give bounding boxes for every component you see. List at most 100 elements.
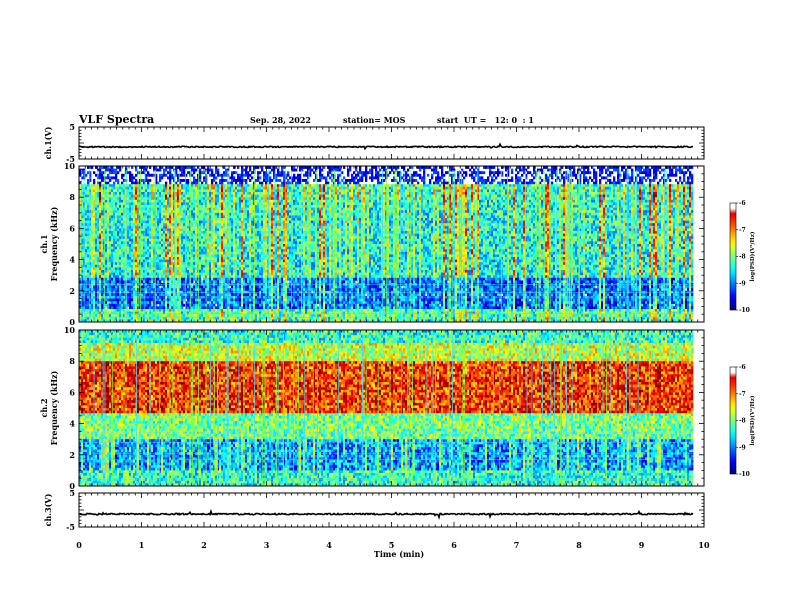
spectrogram-cell — [105, 213, 107, 216]
spectrogram-cell — [187, 228, 189, 231]
spectrogram-cell — [235, 223, 237, 226]
spectrogram-cell — [167, 202, 169, 205]
spectrogram-cell — [165, 239, 167, 242]
spectrogram-cell — [105, 278, 107, 281]
spectrogram-cell — [121, 241, 123, 244]
spectrogram-cell — [215, 273, 217, 276]
spectrogram-cell — [95, 244, 97, 247]
spectrogram-cell — [167, 270, 169, 273]
spectrogram-cell — [95, 236, 97, 239]
spectrogram-cell — [199, 299, 201, 302]
spectrogram-cell — [87, 200, 89, 203]
spectrogram-cell — [91, 205, 93, 208]
spectrogram-cell — [87, 228, 89, 231]
spectrogram-cell — [129, 278, 131, 281]
spectrogram-cell — [217, 301, 219, 304]
spectrogram-cell — [111, 306, 113, 309]
spectrogram-cell — [215, 260, 217, 263]
spectrogram-cell — [119, 197, 121, 200]
spectrogram-cell — [221, 260, 223, 263]
spectrogram-cell — [127, 286, 129, 289]
spectrogram-cell — [201, 239, 203, 242]
spectrogram-cell — [215, 195, 217, 198]
spectrogram-cell — [225, 192, 227, 195]
spectrogram-cell — [101, 257, 103, 260]
spectrogram-cell — [221, 215, 223, 218]
spectrogram-cell — [149, 200, 151, 203]
spectrogram-cell — [147, 187, 149, 190]
spectrogram-cell — [241, 176, 243, 179]
spectrogram-cell — [151, 254, 153, 257]
spectrogram-cell — [85, 314, 87, 317]
spectrogram-cell — [159, 176, 161, 179]
spectrogram-cell — [161, 200, 163, 203]
spectrogram-cell — [241, 192, 243, 195]
spectrogram-cell — [211, 249, 213, 252]
spectrogram-cell — [203, 262, 205, 265]
spectrogram-cell — [111, 260, 113, 263]
spectrogram-cell — [165, 262, 167, 265]
spectrogram-cell — [147, 171, 149, 174]
spectrogram-cell — [203, 301, 205, 304]
spectrogram-cell — [215, 306, 217, 309]
spectrogram-cell — [149, 309, 151, 312]
spectrogram-cell — [223, 278, 225, 281]
spectrogram-cell — [111, 314, 113, 317]
spectrogram-cell — [109, 304, 111, 307]
spectrogram-cell — [119, 195, 121, 198]
spectrogram-cell — [209, 215, 211, 218]
spectrogram-cell — [85, 187, 87, 190]
spectrogram-cell — [191, 213, 193, 216]
spectrogram-cell — [149, 236, 151, 239]
spectrogram-cell — [225, 228, 227, 231]
spectrogram-cell — [141, 197, 143, 200]
spectrogram-cell — [169, 306, 171, 309]
spectrogram-cell — [219, 247, 221, 250]
spectrogram-cell — [211, 270, 213, 273]
spectrogram-cell — [151, 215, 153, 218]
spectrogram-cell — [211, 267, 213, 270]
spectrogram-cell — [147, 260, 149, 263]
spectrogram-cell — [215, 231, 217, 234]
spectrogram-cell — [239, 192, 241, 195]
spectrogram-cell — [99, 205, 101, 208]
spectrogram-cell — [171, 192, 173, 195]
spectrogram-cell — [165, 228, 167, 231]
spectrogram-cell — [193, 218, 195, 221]
spectrogram-cell — [133, 208, 135, 211]
spectrogram-cell — [147, 280, 149, 283]
spectrogram-cell — [147, 215, 149, 218]
spectrogram-cell — [159, 239, 161, 242]
spectrogram-cell — [85, 304, 87, 307]
spectrogram-cell — [149, 299, 151, 302]
spectrogram-cell — [133, 236, 135, 239]
spectrogram-cell — [225, 267, 227, 270]
spectrogram-cell — [237, 213, 239, 216]
spectrogram-cell — [211, 213, 213, 216]
spectrogram-cell — [211, 210, 213, 213]
spectrogram-cell — [159, 293, 161, 296]
spectrogram-cell — [195, 293, 197, 296]
spectrogram-cell — [223, 286, 225, 289]
spectrogram-cell — [119, 239, 121, 242]
spectrogram-cell — [217, 189, 219, 192]
spectrogram-cell — [237, 286, 239, 289]
spectrogram-cell — [151, 197, 153, 200]
spectrogram-cell — [237, 312, 239, 315]
spectrogram-cell — [133, 189, 135, 192]
spectrogram-cell — [163, 213, 165, 216]
spectrogram-cell — [151, 239, 153, 242]
spectrogram-cell — [99, 171, 101, 174]
spectrogram-cell — [111, 187, 113, 190]
spectrogram-cell — [245, 275, 247, 278]
spectrogram-cell — [231, 189, 233, 192]
spectrogram-cell — [199, 169, 201, 172]
spectrogram-cell — [207, 301, 209, 304]
spectrogram-cell — [217, 278, 219, 281]
spectrogram-cell — [163, 265, 165, 268]
spectrogram-cell — [159, 200, 161, 203]
spectrogram-cell — [151, 184, 153, 187]
spectrogram-cell — [133, 239, 135, 242]
spectrogram-cell — [211, 231, 213, 234]
spectrogram-cell — [141, 286, 143, 289]
